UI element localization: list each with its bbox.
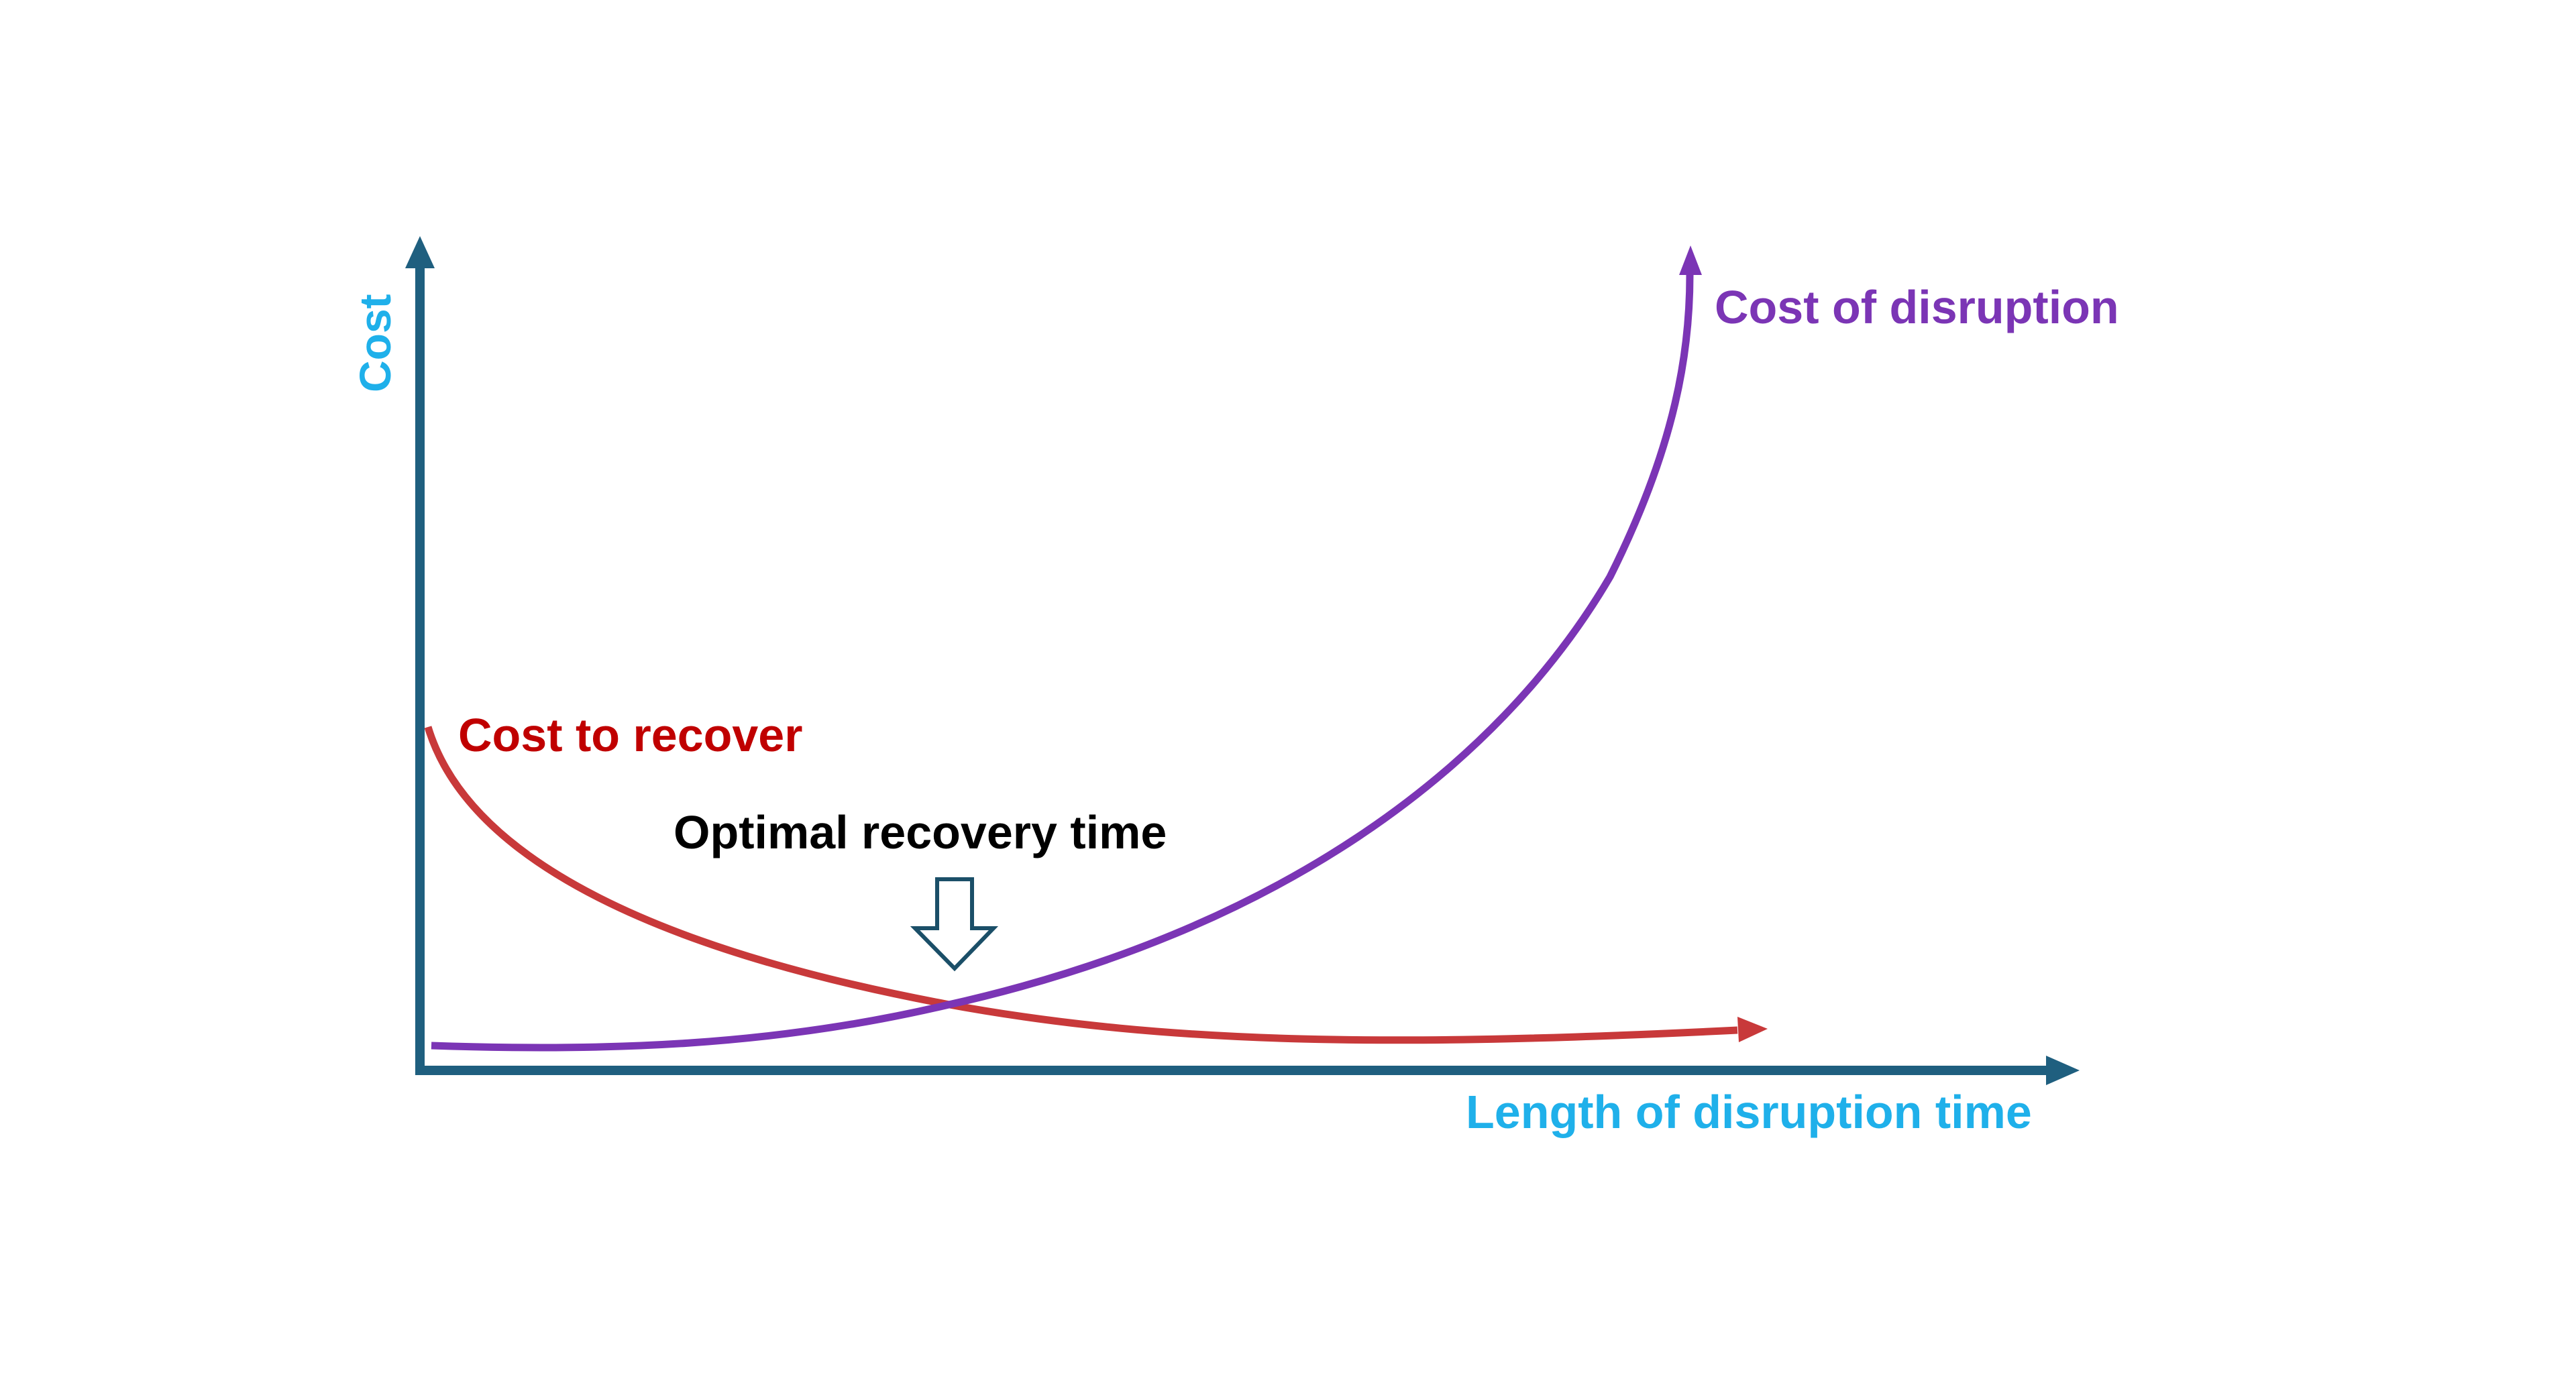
- y-axis: [405, 236, 435, 1073]
- cost-of-disruption-label: Cost of disruption: [1715, 281, 2119, 333]
- hollow-down-arrow-icon: [910, 877, 999, 972]
- y-axis-arrowhead-icon: [405, 236, 435, 268]
- cost-to-recover-label: Cost to recover: [458, 709, 802, 761]
- purple-arrowhead-icon: [1679, 245, 1702, 275]
- optimal-recovery-time-label: Optimal recovery time: [674, 806, 1167, 858]
- x-axis: [415, 1056, 2080, 1085]
- cost-to-recover-curve: [424, 726, 1768, 1044]
- red-arrowhead-icon: [1737, 1017, 1768, 1042]
- x-axis-arrowhead-icon: [2046, 1056, 2080, 1085]
- y-axis-label: Cost: [350, 294, 400, 392]
- x-axis-label: Length of disruption time: [1466, 1086, 2032, 1138]
- cost-of-disruption-curve: [431, 245, 1702, 1052]
